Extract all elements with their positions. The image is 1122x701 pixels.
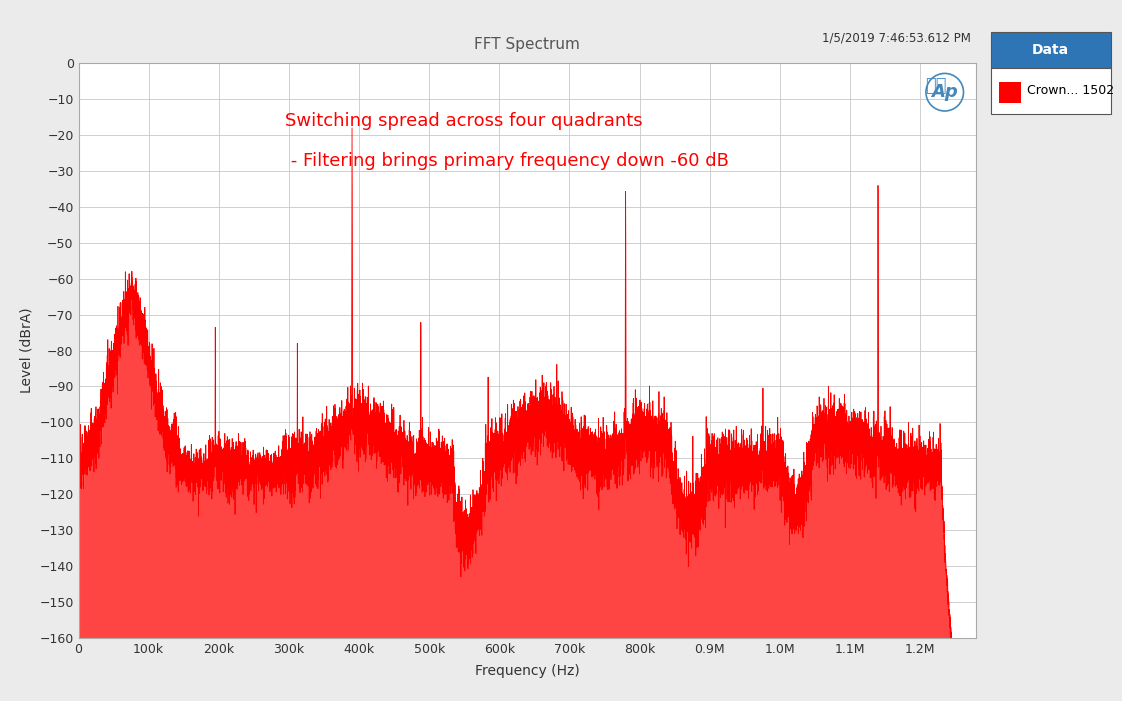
Text: 1/5/2019 7:46:53.612 PM: 1/5/2019 7:46:53.612 PM: [821, 32, 971, 45]
X-axis label: Frequency (Hz): Frequency (Hz): [475, 664, 580, 678]
Text: ⓐⓟ: ⓐⓟ: [925, 78, 947, 95]
Text: Ap: Ap: [931, 83, 958, 101]
Text: - Filtering brings primary frequency down -60 dB: - Filtering brings primary frequency dow…: [285, 152, 729, 170]
Text: Switching spread across four quadrants: Switching spread across four quadrants: [285, 112, 643, 130]
Title: FFT Spectrum: FFT Spectrum: [475, 37, 580, 52]
Y-axis label: Level (dBrA): Level (dBrA): [20, 308, 34, 393]
Text: Data: Data: [1032, 43, 1069, 57]
Text: Crown... 1502: Crown... 1502: [1027, 84, 1114, 97]
